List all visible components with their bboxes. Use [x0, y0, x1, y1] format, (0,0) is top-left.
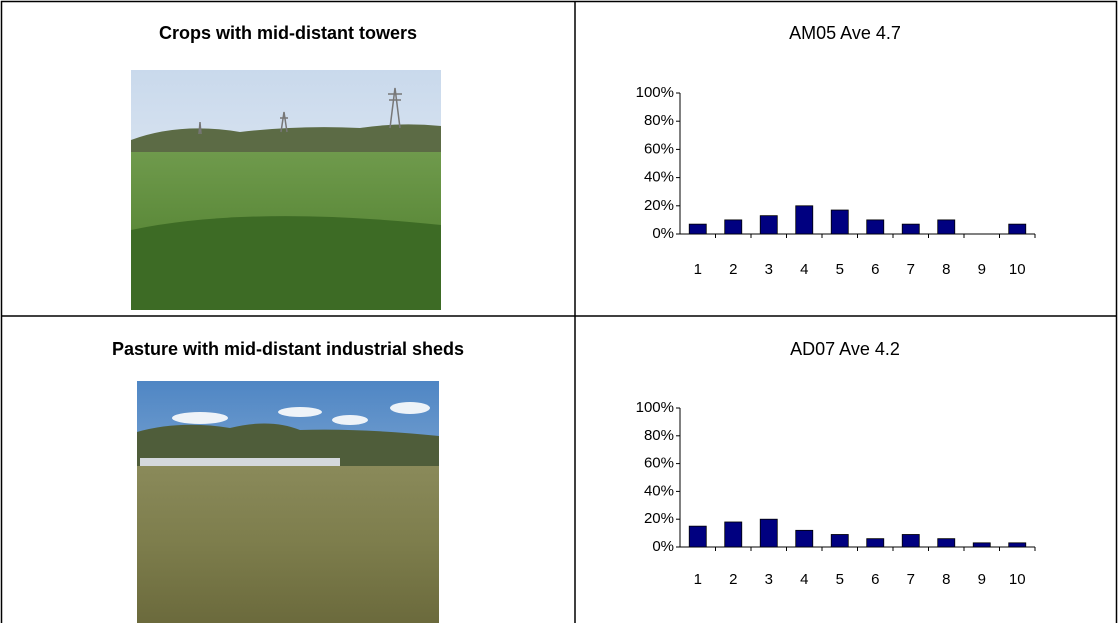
x-tick-label: 9: [978, 261, 986, 278]
bar: [937, 538, 956, 548]
y-tick-label: 80%: [644, 112, 674, 129]
y-tick-label: 0%: [652, 538, 674, 555]
bar: [866, 219, 885, 235]
y-tick-label: 40%: [644, 482, 674, 499]
bar: [830, 534, 849, 548]
y-tick-label: 60%: [644, 140, 674, 157]
photo: [131, 70, 441, 310]
bar: [724, 521, 743, 548]
row-caption: Pasture with mid-distant industrial shed…: [112, 339, 464, 359]
x-tick-label: 3: [765, 571, 773, 588]
y-tick-label: 60%: [644, 455, 674, 472]
x-tick-label: 4: [800, 571, 808, 588]
bar: [759, 518, 778, 548]
x-tick-label: 8: [942, 571, 950, 588]
x-tick-label: 1: [694, 261, 702, 278]
x-tick-label: 4: [800, 261, 808, 278]
bar: [901, 223, 920, 235]
y-tick-label: 20%: [644, 510, 674, 527]
photo: [137, 381, 439, 623]
x-tick-label: 7: [907, 571, 915, 588]
x-tick-label: 7: [907, 261, 915, 278]
x-tick-label: 1: [694, 571, 702, 588]
bar: [795, 529, 814, 548]
bar: [795, 205, 814, 235]
x-tick-label: 6: [871, 571, 879, 588]
x-tick-label: 10: [1009, 261, 1026, 278]
bar: [937, 219, 956, 235]
x-tick-label: 10: [1009, 571, 1026, 588]
x-tick-label: 8: [942, 261, 950, 278]
bar: [972, 542, 991, 548]
bar: [1008, 223, 1027, 235]
x-tick-label: 3: [765, 261, 773, 278]
y-tick-label: 0%: [652, 225, 674, 242]
y-tick-label: 100%: [636, 84, 674, 101]
y-tick-label: 20%: [644, 197, 674, 214]
chart-title: AD07 Ave 4.2: [790, 339, 900, 359]
bar: [724, 219, 743, 235]
x-tick-label: 9: [978, 571, 986, 588]
bar: [901, 534, 920, 548]
chart-title: AM05 Ave 4.7: [789, 23, 901, 43]
x-tick-label: 5: [836, 261, 844, 278]
bar: [1008, 542, 1027, 548]
bar: [866, 538, 885, 548]
bar: [688, 525, 707, 548]
x-tick-label: 5: [836, 571, 844, 588]
bar: [759, 215, 778, 235]
x-tick-label: 6: [871, 261, 879, 278]
bar: [830, 209, 849, 235]
y-tick-label: 40%: [644, 169, 674, 186]
row-caption: Crops with mid-distant towers: [159, 23, 417, 43]
bar: [688, 223, 707, 235]
x-tick-label: 2: [729, 571, 737, 588]
y-tick-label: 100%: [636, 399, 674, 416]
y-tick-label: 80%: [644, 427, 674, 444]
x-tick-label: 2: [729, 261, 737, 278]
